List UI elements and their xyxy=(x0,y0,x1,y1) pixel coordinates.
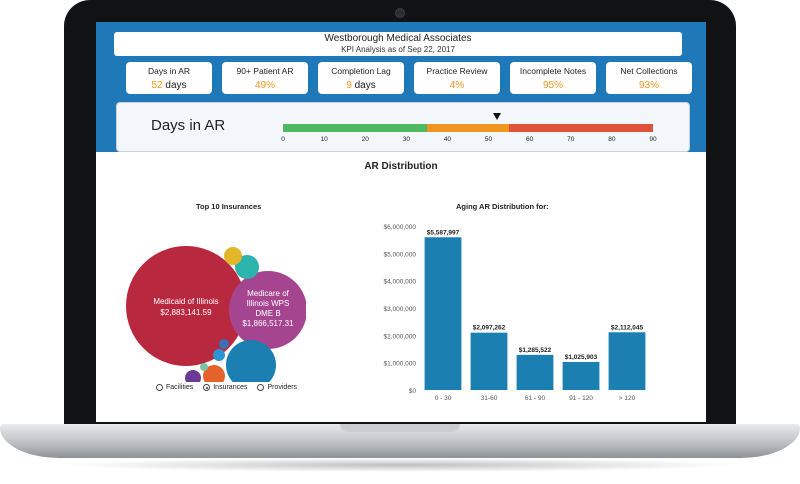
bubble-label-amount: $1,866,517.31 xyxy=(242,319,294,328)
kpi-label: Days in AR xyxy=(147,66,191,76)
gauge-segment-0 xyxy=(283,124,427,132)
gauge-tick-label: 40 xyxy=(443,136,452,143)
page-subtitle: KPI Analysis as of Sep 22, 2017 xyxy=(341,45,455,54)
dashboard-screen: Westborough Medical Associates KPI Analy… xyxy=(96,22,706,422)
gauge-tick-label: 50 xyxy=(484,136,493,143)
insurance-bubble-8[interactable] xyxy=(219,339,229,349)
gauge-segment-2 xyxy=(509,124,653,132)
gauge-tick-label: 90 xyxy=(649,136,657,143)
laptop-notch xyxy=(340,424,460,432)
x-tick-label: 0 - 30 xyxy=(435,395,452,402)
bar-value-label: $2,112,045 xyxy=(611,324,644,331)
gauge-tick-label: 60 xyxy=(526,136,534,143)
y-tick-label: $0 xyxy=(409,388,417,395)
y-tick-label: $3,000,000 xyxy=(383,306,416,313)
kpi-value: 95% xyxy=(542,80,563,91)
insurance-bubble-0[interactable] xyxy=(126,246,246,366)
kpi-card-incomplete-notes[interactable]: Incomplete Notes 95% xyxy=(510,62,596,94)
insurance-bubble-3[interactable] xyxy=(235,255,259,279)
kpi-card-completion-lag[interactable]: Completion Lag 9 days xyxy=(318,62,404,94)
bar-1[interactable] xyxy=(470,332,508,390)
kpi-label: Completion Lag xyxy=(331,66,391,76)
bar-value-label: $5,587,997 xyxy=(427,229,460,236)
ar-distribution-section: AR Distribution Top 10 Insurances Aging … xyxy=(96,152,706,422)
bar-2[interactable] xyxy=(516,354,554,390)
kpi-label: 90+ Patient AR xyxy=(236,66,294,76)
days-in-ar-gauge-panel: Days in AR 0 10 20 30 40 50 60 70 80 90 xyxy=(116,102,690,152)
aging-ar-bar-chart: $0 $1,000,000 $2,000,000 $3,000,000 $4,000,0… xyxy=(383,224,646,402)
kpi-value: 52 days xyxy=(151,80,187,91)
bubble-label-name: Medicare of xyxy=(247,289,290,298)
page-title: Westborough Medical Associates xyxy=(324,33,472,44)
x-tick-label: > 120 xyxy=(619,395,636,402)
view-radio-group: Facilities Insurances Providers xyxy=(156,384,297,391)
gauge-tick-label: 80 xyxy=(608,136,616,143)
kpi-label: Net Collections xyxy=(620,66,678,76)
radio-providers[interactable]: Providers xyxy=(257,384,297,391)
radio-button-icon[interactable] xyxy=(257,384,265,391)
bubble-label-amount: $2,883,141.59 xyxy=(160,308,212,317)
bar-4[interactable] xyxy=(608,332,646,390)
insurance-bubble-7[interactable] xyxy=(213,349,225,361)
radio-button-icon[interactable] xyxy=(203,384,211,391)
gauge-tick-label: 70 xyxy=(567,136,575,143)
insurance-bubble-chart: Medicaid of Illinois $2,883,141.59 Medicar… xyxy=(126,246,306,382)
y-tick-label: $4,000,000 xyxy=(383,279,416,286)
kpi-value: 49% xyxy=(254,80,275,91)
insurance-bubble-1[interactable] xyxy=(229,271,306,349)
kpi-label: Incomplete Notes xyxy=(519,66,587,76)
kpi-value: 93% xyxy=(638,80,659,91)
radio-button-icon[interactable] xyxy=(156,384,163,391)
bar-value-label: $1,025,903 xyxy=(565,354,598,361)
y-tick-label: $1,000,000 xyxy=(383,361,416,368)
insurance-bubble-4[interactable] xyxy=(224,247,242,265)
x-tick-label: 61 - 90 xyxy=(525,395,546,402)
bar-value-label: $1,285,522 xyxy=(519,347,552,354)
kpi-card-days-in-ar[interactable]: Days in AR 52 days xyxy=(126,62,212,94)
x-tick-label: 31-60 xyxy=(481,395,498,402)
kpi-value: 4% xyxy=(449,80,465,91)
bar-3[interactable] xyxy=(562,361,600,390)
aging-title: Aging AR Distribution for: xyxy=(456,202,549,211)
gauge-marker-icon xyxy=(492,113,501,120)
kpi-card-90-patient-ar[interactable]: 90+ Patient AR 49% xyxy=(222,62,308,94)
ar-distribution-title: AR Distribution xyxy=(364,161,438,172)
laptop-shadow xyxy=(60,458,740,472)
kpi-value: 9 days xyxy=(346,80,376,91)
insurance-bubble-5[interactable] xyxy=(203,365,225,382)
gauge-tick-label: 30 xyxy=(402,136,410,143)
bubble-label-name: Illinois WPS xyxy=(247,299,290,308)
kpi-card-practice-review[interactable]: Practice Review 4% xyxy=(414,62,500,94)
insurance-bubble-6[interactable] xyxy=(185,370,201,382)
gauge-segment-1 xyxy=(426,124,510,132)
bar-value-label: $2,097,262 xyxy=(473,325,506,332)
x-tick-label: 91 - 120 xyxy=(569,395,593,402)
insurance-bubble-9[interactable] xyxy=(200,363,208,371)
gauge-tick-label: 10 xyxy=(320,136,328,143)
radio-insurances[interactable]: Insurances xyxy=(203,384,247,391)
radio-facilities[interactable]: Facilities xyxy=(156,384,193,391)
bubble-label-name: DME B xyxy=(255,309,280,318)
camera-icon xyxy=(395,8,405,18)
insurance-bubble-2[interactable] xyxy=(226,340,276,382)
bar-0[interactable] xyxy=(424,237,462,390)
y-tick-label: $2,000,000 xyxy=(383,333,416,340)
kpi-label: Practice Review xyxy=(426,66,488,76)
gauge-bar: 0 10 20 30 40 50 60 70 80 90 xyxy=(281,113,657,143)
gauge-tick-label: 0 xyxy=(281,136,285,143)
gauge-tick-label: 20 xyxy=(361,136,369,143)
page-header: Westborough Medical Associates KPI Analy… xyxy=(114,32,682,56)
gauge-title: Days in AR xyxy=(151,117,226,134)
insurances-title: Top 10 Insurances xyxy=(196,202,262,211)
y-tick-label: $6,000,000 xyxy=(383,224,416,231)
kpi-card-net-collections[interactable]: Net Collections 93% xyxy=(606,62,692,94)
y-tick-label: $5,000,000 xyxy=(383,251,416,258)
bubble-label-name: Medicaid of Illinois xyxy=(153,297,218,306)
